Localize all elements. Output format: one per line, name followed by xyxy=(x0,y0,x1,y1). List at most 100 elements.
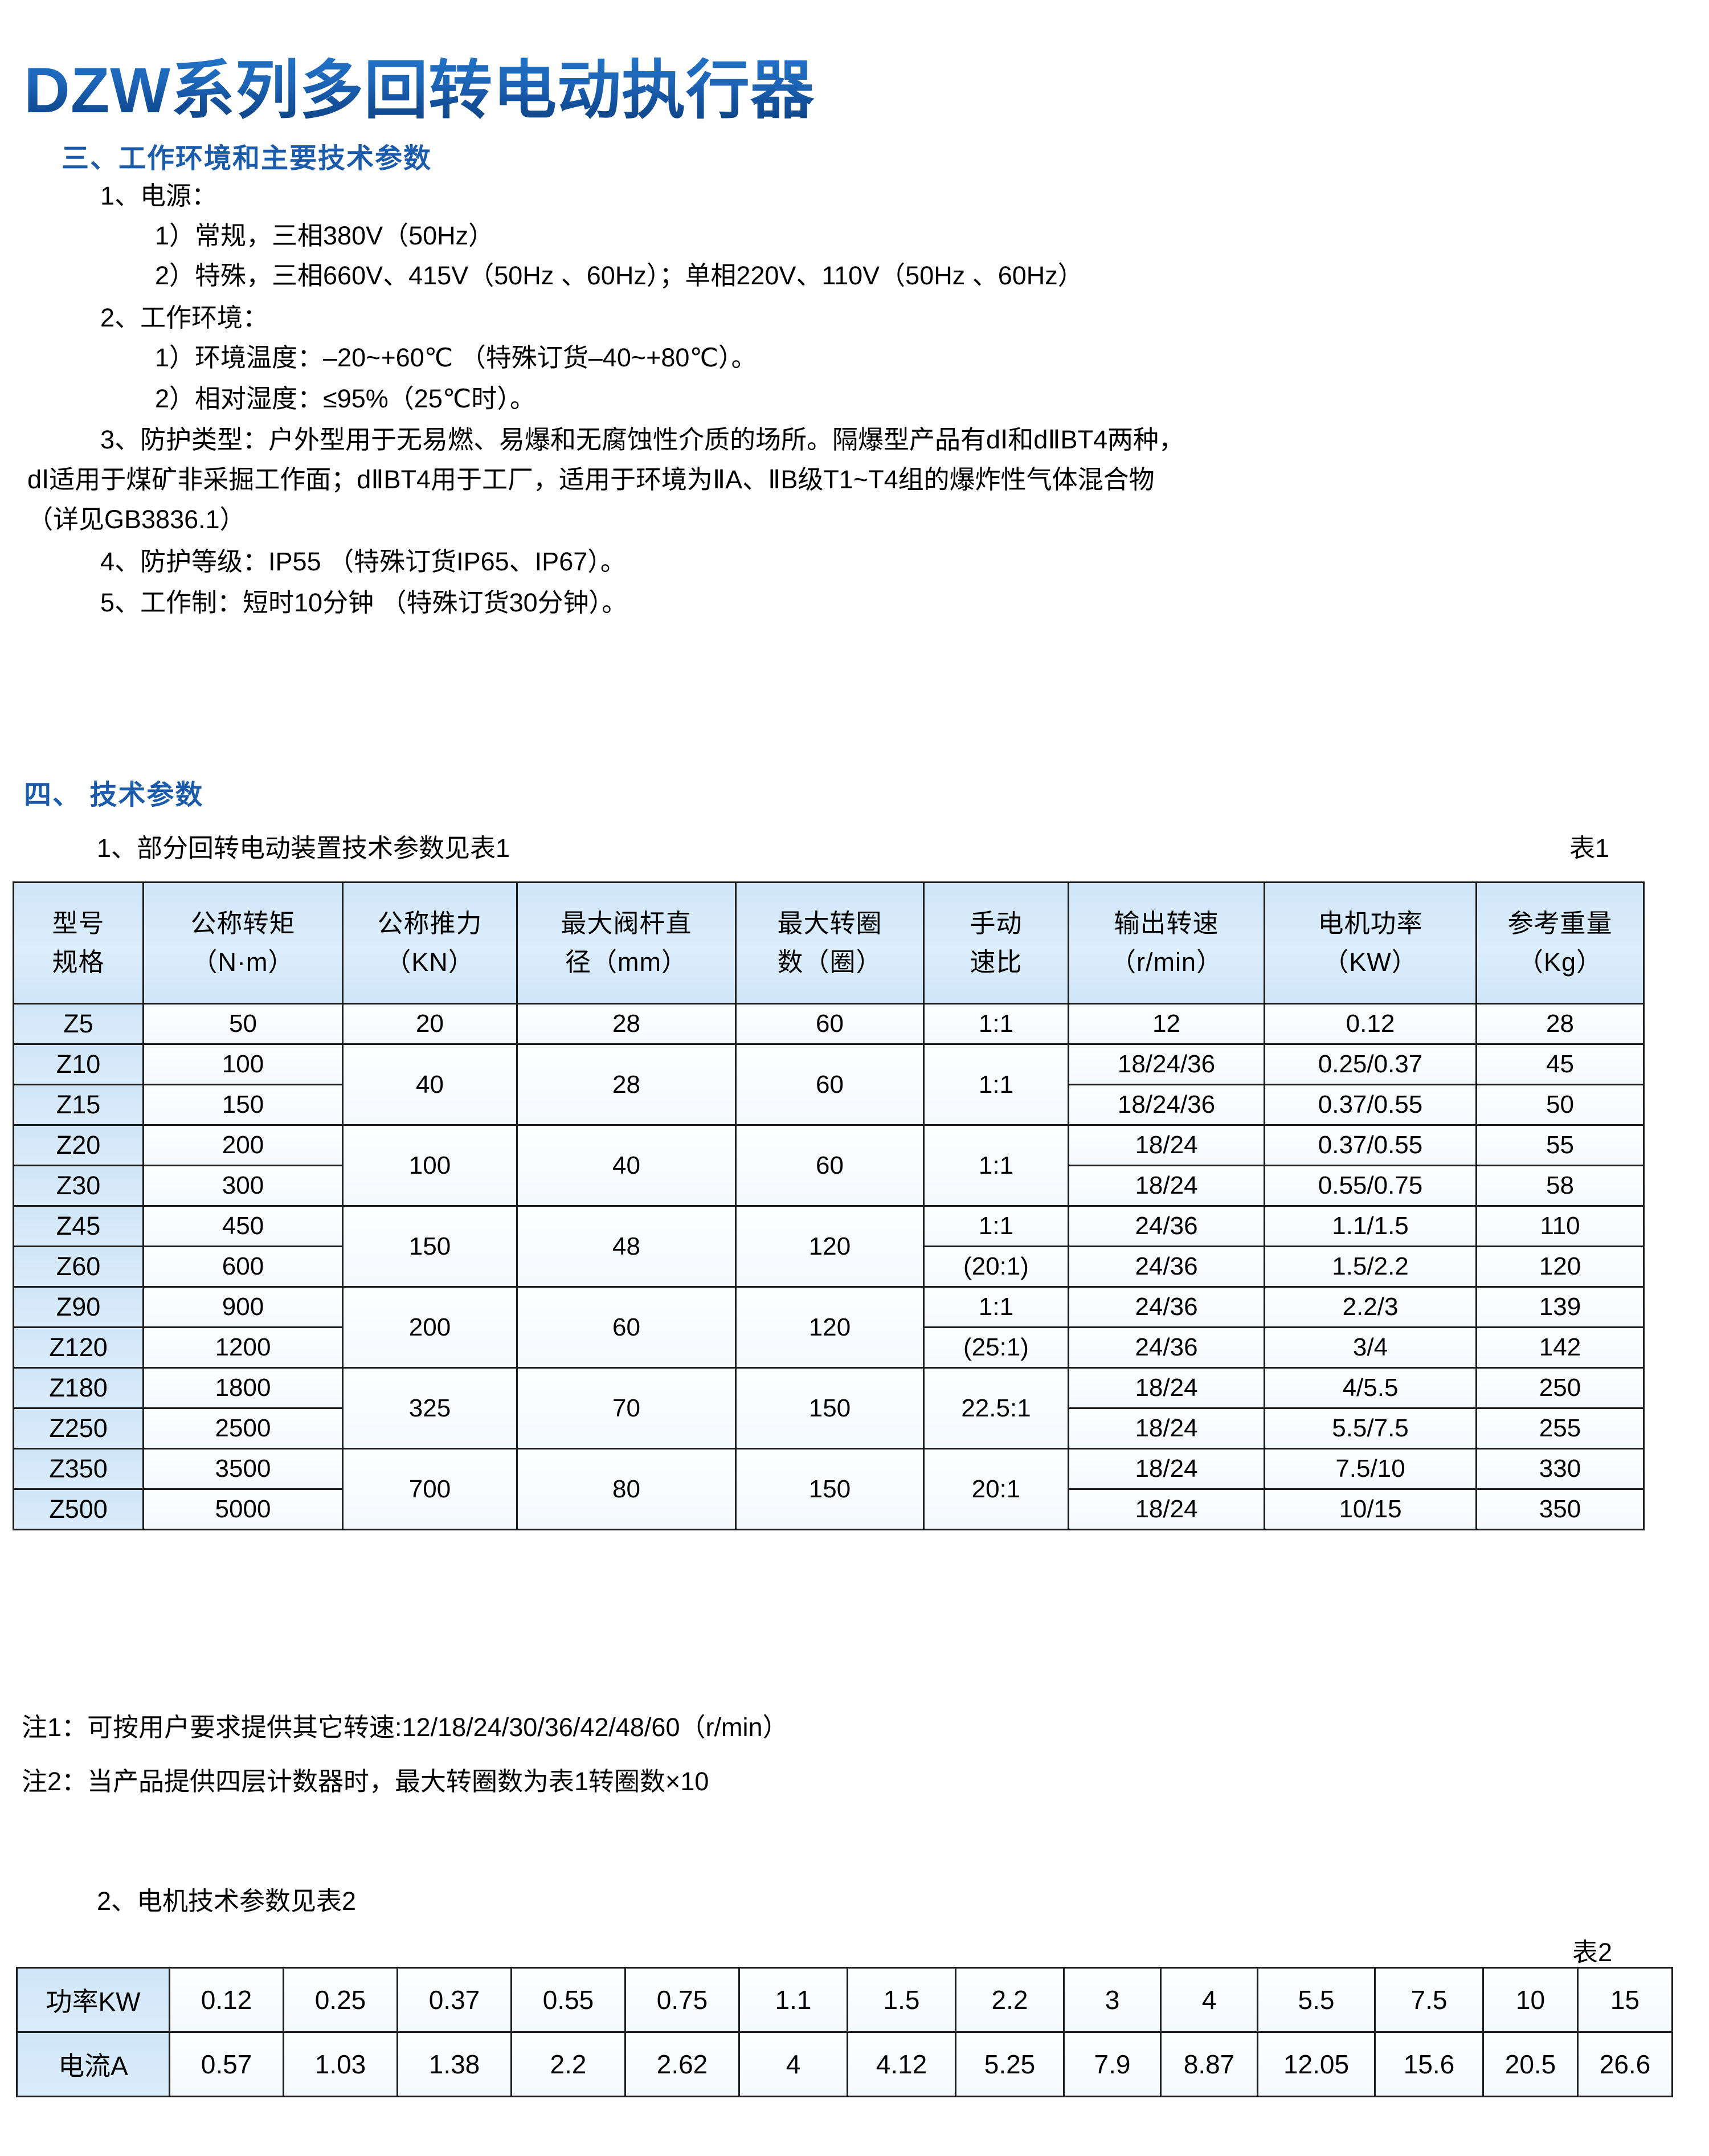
table-cell: (20:1) xyxy=(923,1246,1069,1288)
page-title: DZW系列多回转电动执行器 xyxy=(24,54,815,128)
table-cell: Z90 xyxy=(13,1286,144,1328)
table-cell: 0.12 xyxy=(1264,1003,1477,1045)
table-cell: Z5 xyxy=(13,1003,144,1045)
table-row: Z120 1200 (25:1) 24/36 3/4 142 xyxy=(13,1326,1645,1369)
table-cell: Z45 xyxy=(13,1205,144,1247)
table1-note-2: 注2：当产品提供四层计数器时，最大转圈数为表1转圈数×10 xyxy=(22,1767,709,1796)
table-cell: 100 xyxy=(142,1043,344,1085)
table-cell: 50 xyxy=(1475,1084,1645,1126)
table-cell: 22.5:1 xyxy=(923,1367,1069,1449)
protection-type-line-3: （详见GB3836.1） xyxy=(27,505,246,534)
table-cell: Z180 xyxy=(13,1367,144,1409)
column-header-line: （N·m） xyxy=(191,948,295,977)
table-cell: 5000 xyxy=(142,1488,344,1530)
table-cell: 24/36 xyxy=(1068,1326,1265,1369)
table-cell: 120 xyxy=(1475,1246,1645,1288)
table1-note-1: 注1：可按用户要求提供其它转速:12/18/24/30/36/42/48/60（… xyxy=(22,1713,788,1742)
table-row: Z30 300 18/24 0.55/0.75 58 xyxy=(13,1165,1645,1207)
table-cell: 7.5/10 xyxy=(1264,1448,1477,1490)
table-cell: 450 xyxy=(142,1205,344,1247)
table-cell: 4.12 xyxy=(847,2031,956,2097)
table-cell: 40 xyxy=(516,1124,737,1207)
table-cell: 2.2 xyxy=(955,1967,1065,2033)
table-cell: 24/36 xyxy=(1068,1286,1265,1328)
column-header-line: 输出转速 xyxy=(1114,908,1219,938)
table-cell: 1:1 xyxy=(923,1003,1069,1045)
table-cell: 15.6 xyxy=(1374,2031,1484,2097)
table-cell: 12.05 xyxy=(1257,2031,1376,2097)
table-cell: 12 xyxy=(1068,1003,1265,1045)
table-cell: 1.1 xyxy=(738,1967,848,2033)
table-cell: Z60 xyxy=(13,1246,144,1288)
table-cell: 900 xyxy=(142,1286,344,1328)
column-header: 公称转矩 （N·m） xyxy=(142,881,344,1004)
table-cell: 4 xyxy=(738,2031,848,2097)
column-header: 最大阀杆直 径（mm） xyxy=(516,881,737,1004)
column-header: 型号 规格 xyxy=(13,881,144,1004)
table-cell: 0.75 xyxy=(624,1967,740,2033)
table1-caption: 1、部分回转电动装置技术参数见表1 xyxy=(97,834,510,863)
table-cell: 330 xyxy=(1475,1448,1645,1490)
table-cell: 18/24 xyxy=(1068,1124,1265,1166)
table-cell: 120 xyxy=(735,1286,925,1369)
table-cell: 3/4 xyxy=(1264,1326,1477,1369)
table-cell: Z350 xyxy=(13,1448,144,1490)
column-header-line: （KN） xyxy=(385,948,475,977)
table-cell: Z30 xyxy=(13,1165,144,1207)
table-cell: 1800 xyxy=(142,1367,344,1409)
table-row: Z5 50 20 28 60 1:1 12 0.12 28 xyxy=(13,1003,1645,1045)
protection-type-line-1: 3、防护类型：户外型用于无易燃、易爆和无腐蚀性介质的场所。隔爆型产品有dⅠ和dⅡ… xyxy=(100,425,1185,454)
table-cell: 1.1/1.5 xyxy=(1264,1205,1477,1247)
power-row: 功率KW 0.12 0.25 0.37 0.55 0.75 1.1 1.5 2.2 3 4 5.5 7.… xyxy=(16,1967,1673,2033)
table-cell: 255 xyxy=(1475,1407,1645,1449)
table-row: Z500 5000 18/24 10/15 350 xyxy=(13,1488,1645,1530)
table-cell: 2.2 xyxy=(510,2031,626,2097)
table-cell: Z250 xyxy=(13,1407,144,1449)
ip-rating: 4、防护等级：IP55 （特殊订货IP65、IP67）。 xyxy=(100,547,626,576)
table-header-row: 型号 规格 公称转矩 （N·m） 公称推力 （KN） 最大阀杆直 径（mm） 最大转圈 数（圈）手… xyxy=(13,881,1645,1004)
table-cell: 80 xyxy=(516,1448,737,1530)
column-header-line: 速比 xyxy=(970,948,1023,977)
column-header-line: 最大阀杆直 xyxy=(561,908,692,938)
column-header: 最大转圈 数（圈） xyxy=(735,881,925,1004)
table-cell: 18/24 xyxy=(1068,1488,1265,1530)
current-row: 电流A 0.57 1.03 1.38 2.2 2.62 4 4.12 5.25 7.9 8.87 12… xyxy=(16,2031,1673,2097)
environment-humidity: 2）相对湿度：≤95%（25℃时）。 xyxy=(155,384,535,413)
table-cell: 700 xyxy=(342,1448,518,1530)
column-header-line: （r/min） xyxy=(1110,948,1223,977)
motor-parameters-table: 功率KW 0.12 0.25 0.37 0.55 0.75 1.1 1.5 2.2 3 4 5.5 7.… xyxy=(16,1967,1673,2097)
table-cell: 5.5/7.5 xyxy=(1264,1407,1477,1449)
table-cell: 5.5 xyxy=(1257,1967,1376,2033)
table-cell: 10 xyxy=(1482,1967,1579,2033)
table2-label: 表2 xyxy=(1572,1938,1613,1967)
column-header-line: 电机功率 xyxy=(1318,908,1423,938)
table-row: Z90 900 200 60 120 1:1 24/36 2.2/3 139 xyxy=(13,1286,1645,1369)
column-header-line: 规格 xyxy=(52,948,105,977)
table-cell: 0.37/0.55 xyxy=(1264,1084,1477,1126)
column-header: 手动 速比 xyxy=(923,881,1069,1004)
table-cell: 0.55 xyxy=(510,1967,626,2033)
table-cell: 1200 xyxy=(142,1326,344,1369)
table1-label: 表1 xyxy=(1569,834,1610,863)
table-cell: 0.57 xyxy=(169,2031,284,2097)
table-row: Z350 3500 700 80 150 20:1 18/24 7.5/10 330 xyxy=(13,1448,1645,1530)
column-header-line: 最大转圈 xyxy=(777,908,882,938)
table-cell: 2.2/3 xyxy=(1264,1286,1477,1328)
technical-parameters-table: 型号 规格 公称转矩 （N·m） 公称推力 （KN） 最大阀杆直 径（mm） 最大转圈 数（圈）手… xyxy=(13,881,1645,1530)
table-cell: 1.38 xyxy=(396,2031,512,2097)
table-cell: 70 xyxy=(516,1367,737,1449)
section-heading-three: 三、工作环境和主要技术参数 xyxy=(62,144,432,174)
table-cell: 150 xyxy=(342,1205,518,1288)
table-cell: 18/24/36 xyxy=(1068,1043,1265,1085)
table-cell: 24/36 xyxy=(1068,1246,1265,1288)
table-cell: 20 xyxy=(342,1003,518,1045)
table-cell: 1:1 xyxy=(923,1205,1069,1247)
power-option-1: 1）常规，三相380V（50Hz） xyxy=(155,221,494,250)
table-cell: 18/24 xyxy=(1068,1165,1265,1207)
table-cell: 26.6 xyxy=(1577,2031,1673,2097)
table-cell: 0.37 xyxy=(396,1967,512,2033)
column-header: 输出转速 （r/min） xyxy=(1068,881,1265,1004)
column-header-line: 公称转矩 xyxy=(190,908,296,938)
table-cell: 1.5/2.2 xyxy=(1264,1246,1477,1288)
